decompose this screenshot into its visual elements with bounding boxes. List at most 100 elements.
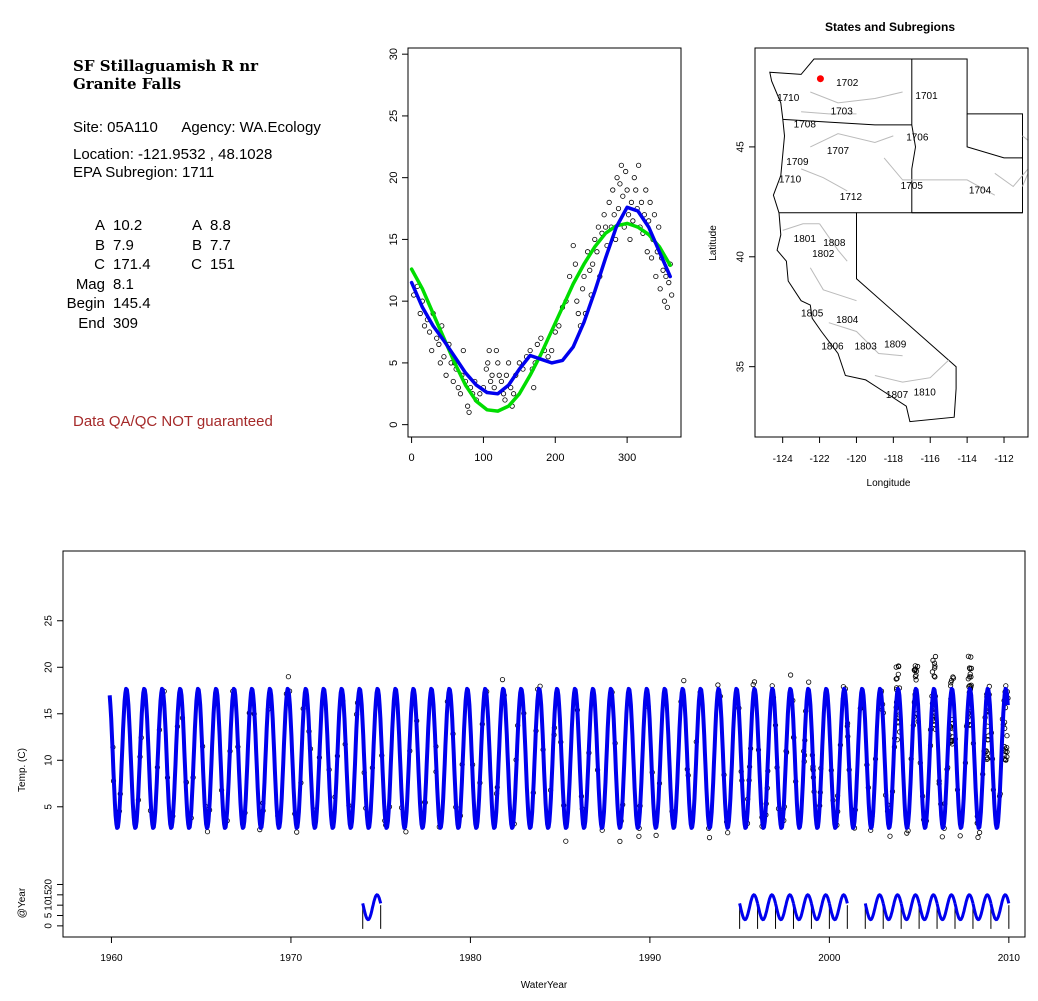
subregion-label: 1709 bbox=[786, 157, 809, 168]
data-point bbox=[967, 671, 973, 677]
x-tick-label: 1970 bbox=[280, 953, 303, 964]
seasonal-chart: 0 100 200 300 0 5 10 15 20 25 30 bbox=[388, 47, 682, 464]
x-tick-label: 1990 bbox=[639, 953, 662, 964]
data-point bbox=[614, 175, 620, 181]
data-point bbox=[653, 832, 659, 839]
year-curve bbox=[774, 893, 795, 922]
data-point bbox=[664, 304, 670, 310]
data-point bbox=[630, 218, 636, 224]
y-tick-label: 15 bbox=[44, 889, 55, 901]
y-tick-label: 45 bbox=[736, 141, 747, 153]
subregion-boundary bbox=[810, 91, 903, 104]
data-point bbox=[932, 663, 938, 669]
map-title: States and Subregions bbox=[825, 20, 955, 34]
y-tick-label: 35 bbox=[736, 361, 747, 373]
data-point bbox=[294, 829, 300, 835]
param-label: A bbox=[191, 217, 202, 234]
data-point bbox=[531, 385, 537, 391]
param-row: Mag 8.1 bbox=[61, 275, 151, 295]
data-point bbox=[457, 391, 464, 397]
data-point bbox=[966, 665, 973, 671]
x-tick-label: 1980 bbox=[459, 953, 482, 964]
subregion-boundary bbox=[1022, 135, 1029, 187]
data-point bbox=[455, 385, 461, 391]
x-tick-label: -120 bbox=[846, 454, 866, 465]
x-tick-label: -122 bbox=[810, 454, 830, 465]
data-point bbox=[976, 829, 983, 836]
param-value: 151 bbox=[210, 256, 236, 273]
data-point bbox=[1004, 744, 1010, 751]
param-value: 10.2 bbox=[113, 217, 143, 234]
subregion-boundary bbox=[819, 223, 848, 262]
data-point bbox=[617, 838, 623, 845]
data-point bbox=[579, 286, 586, 292]
y-axis-label: Latitude bbox=[708, 225, 719, 261]
x-tick-label: -116 bbox=[921, 454, 941, 465]
y-tick-label: 0 bbox=[44, 923, 55, 929]
data-point bbox=[556, 323, 562, 329]
data-point bbox=[806, 679, 812, 685]
data-point bbox=[610, 187, 616, 193]
data-point bbox=[587, 267, 593, 273]
subregion-label: 1807 bbox=[886, 390, 909, 401]
data-point bbox=[493, 347, 499, 354]
site-marker bbox=[816, 75, 824, 83]
data-point bbox=[638, 199, 645, 205]
year-curve bbox=[361, 893, 383, 922]
param-value: 8.8 bbox=[210, 217, 231, 234]
data-point bbox=[549, 347, 555, 354]
station-name-line1: SF Stillaguamish R nr bbox=[73, 57, 259, 75]
param-row: C 151 bbox=[174, 255, 235, 275]
subregion-boundary bbox=[810, 133, 894, 148]
year-curve bbox=[881, 893, 903, 922]
data-point bbox=[894, 675, 900, 682]
data-point bbox=[503, 372, 510, 378]
y-axis-label: Temp. (C) bbox=[17, 748, 28, 792]
data-point bbox=[631, 175, 637, 181]
data-point bbox=[895, 671, 901, 677]
year-curve bbox=[863, 893, 885, 922]
data-point bbox=[527, 347, 533, 354]
data-point bbox=[491, 385, 497, 391]
subregion-label: 1808 bbox=[823, 238, 846, 249]
data-point bbox=[594, 249, 600, 255]
data-point bbox=[575, 310, 581, 317]
subregion-boundary bbox=[809, 267, 857, 302]
year-curve bbox=[917, 893, 939, 922]
x-tick-label: 0 bbox=[409, 452, 415, 464]
subregion-label: 1706 bbox=[906, 133, 929, 144]
data-point bbox=[975, 834, 981, 841]
data-point bbox=[485, 360, 491, 366]
x-tick-label: 1960 bbox=[100, 953, 123, 964]
plot-frame bbox=[407, 47, 682, 438]
data-point bbox=[1004, 754, 1010, 760]
year-curve bbox=[738, 893, 760, 922]
map-frame bbox=[754, 47, 1029, 438]
data-point bbox=[572, 261, 578, 267]
data-point bbox=[508, 385, 514, 391]
x-tick-label: -124 bbox=[773, 454, 793, 465]
y-tick-label: 10 bbox=[44, 754, 55, 766]
fit-params-right: A 8.8 B 7.7 C 151 bbox=[174, 216, 235, 275]
param-label: C bbox=[191, 256, 202, 273]
year-curve bbox=[756, 893, 777, 922]
data-point bbox=[932, 665, 938, 671]
data-point bbox=[488, 378, 494, 385]
data-point bbox=[489, 372, 495, 378]
y-tick-label: 25 bbox=[388, 110, 400, 122]
data-point bbox=[441, 354, 447, 360]
data-point bbox=[601, 212, 607, 218]
data-point bbox=[495, 360, 501, 366]
param-row: B 7.9 bbox=[61, 236, 151, 256]
param-label: A bbox=[94, 217, 105, 234]
data-point bbox=[499, 676, 506, 683]
data-point bbox=[968, 665, 975, 672]
year-curve bbox=[809, 893, 831, 922]
year-curve bbox=[989, 893, 1011, 922]
data-point bbox=[913, 677, 919, 683]
data-point bbox=[984, 756, 991, 762]
data-point bbox=[669, 292, 675, 298]
subregion-boundary bbox=[874, 359, 950, 383]
x-tick-label: -114 bbox=[957, 454, 977, 465]
